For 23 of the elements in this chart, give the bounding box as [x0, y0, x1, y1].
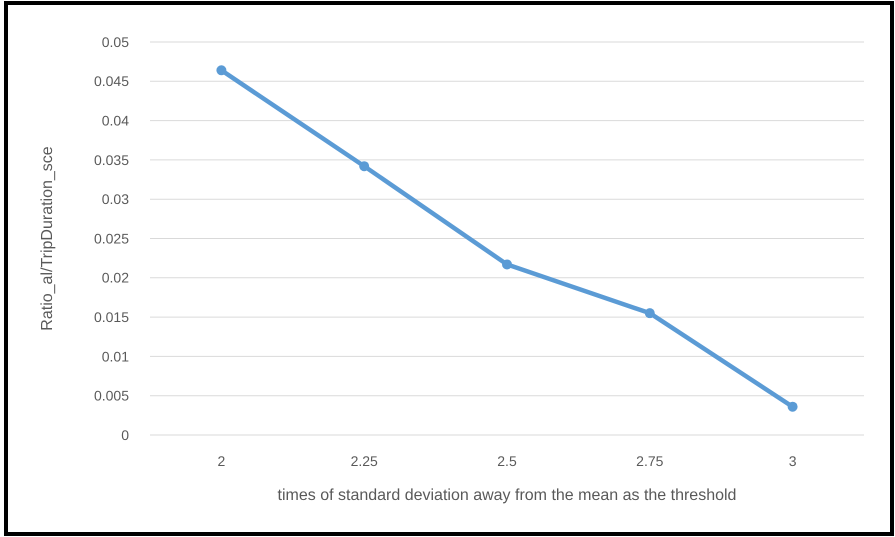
y-tick-label: 0: [121, 426, 130, 443]
y-tick-label: 0.045: [94, 73, 130, 90]
y-tick-label: 0.04: [102, 112, 130, 128]
y-tick-label: 0.005: [94, 388, 130, 404]
y-axis-title: Ratio_al/TripDuration_sce: [39, 146, 56, 331]
point: [216, 65, 226, 76]
y-tick-label: 0.035: [94, 152, 130, 168]
point: [359, 161, 370, 172]
x-tick-label: 2.25: [350, 453, 378, 469]
y-tick-label: 0.01: [102, 348, 130, 364]
y-tick-label: 0.015: [94, 309, 130, 325]
x-tick-label: 2: [218, 453, 226, 469]
y-tick-label: 0.025: [94, 230, 130, 246]
y-tick-label: 0.03: [102, 191, 130, 208]
x-tick-label: 3: [788, 453, 797, 469]
point: [788, 402, 798, 412]
point: [644, 308, 655, 318]
point: [502, 259, 512, 270]
x-axis-title: times of standard deviation away from the mean as the threshold: [278, 487, 736, 504]
y-tick-label: 0.05: [102, 34, 130, 50]
x-tick-label: 2.5: [497, 453, 517, 469]
x-tick-label: 2.75: [636, 453, 664, 469]
y-tick-label: 0.02: [102, 270, 130, 286]
